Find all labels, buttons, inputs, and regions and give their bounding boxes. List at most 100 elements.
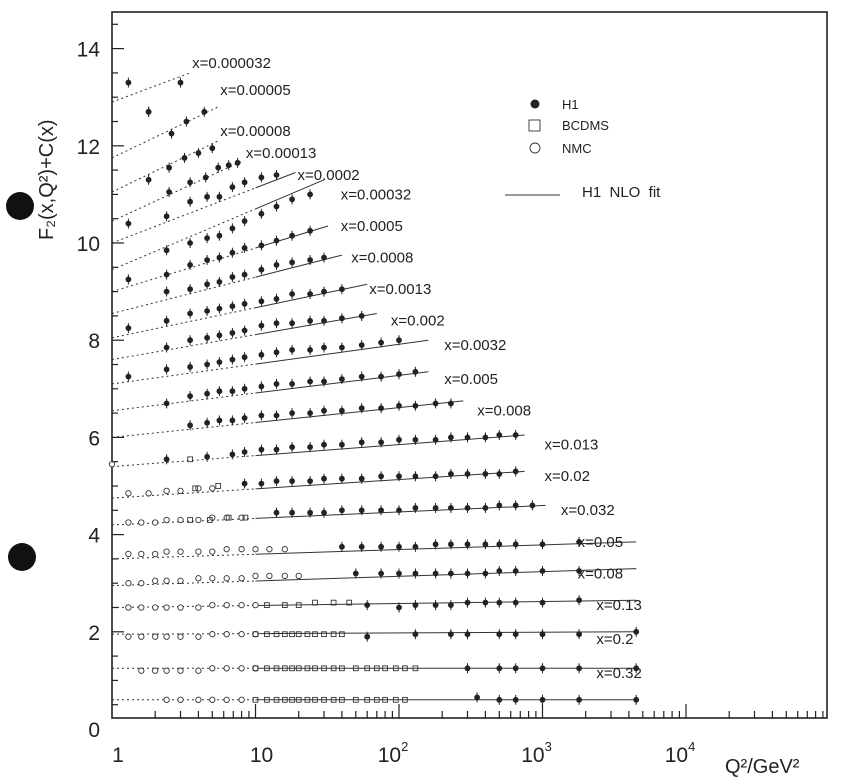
fit-line-high-q2 [255, 631, 637, 635]
h1-point [321, 509, 327, 516]
h1-point [273, 478, 280, 484]
h1-point [432, 570, 439, 577]
h1-point [512, 631, 519, 638]
h1-point [258, 266, 265, 273]
h1-point [216, 417, 223, 424]
h1-point [187, 310, 194, 317]
bcdms-point [281, 696, 288, 703]
h1-point [496, 665, 503, 672]
h1-point [432, 473, 439, 480]
series-label: x=0.008 [477, 403, 531, 420]
h1-point [241, 300, 248, 307]
bcdms-point [281, 602, 288, 608]
nmc-point [195, 604, 202, 611]
h1-point [163, 317, 170, 324]
nmc-point [252, 572, 259, 580]
bcdms-point [264, 602, 270, 608]
series-label: x=0.08 [578, 565, 623, 582]
bcdms-point [192, 485, 199, 492]
h1-point [289, 444, 295, 450]
h1-point [289, 410, 295, 416]
series-label: x=0.0005 [341, 218, 403, 235]
fit-line-low-q2 [111, 580, 256, 587]
bcdms-point [330, 696, 337, 703]
h1-point [241, 179, 248, 186]
nmc-point [238, 665, 245, 672]
h1-point [358, 405, 365, 412]
h1-point [339, 441, 345, 448]
h1-point [464, 471, 471, 477]
x-axis-title: Q²/GeV² [725, 756, 800, 778]
h1-point [539, 541, 546, 548]
h1-point [125, 276, 132, 283]
series-label: x=0.0032 [444, 337, 506, 354]
h1-point [358, 313, 365, 319]
h1-point [258, 322, 265, 329]
bcdms-point [225, 514, 232, 521]
h1-point [358, 507, 365, 514]
fit-line-low-q2 [111, 605, 256, 608]
h1-point [307, 509, 313, 516]
h1-points [125, 77, 640, 705]
h1-point [396, 371, 402, 378]
h1-point [633, 696, 640, 703]
y-tick-label: 14 [77, 39, 101, 62]
h1-point [258, 210, 265, 217]
h1-point [177, 79, 184, 86]
x-axis: 1 10 102 103 104 [112, 704, 824, 767]
h1-point [273, 262, 280, 268]
h1-point [496, 432, 503, 438]
nmc-point [238, 546, 245, 553]
h1-point [273, 381, 280, 387]
h1-point [204, 361, 211, 368]
h1-point [307, 347, 313, 353]
h1-point [204, 419, 211, 426]
fit-line-low-q2 [111, 633, 256, 635]
bcdms-point [281, 631, 288, 638]
h1-point [432, 436, 439, 443]
h1-point [201, 108, 208, 115]
nmc-point [195, 485, 202, 492]
h1-point [289, 478, 295, 484]
h1-point [339, 344, 345, 351]
y-tick-label: 12 [77, 136, 100, 159]
h1-point [364, 602, 371, 608]
h1-point [464, 665, 471, 672]
nmc-point [125, 580, 132, 587]
h1-point [183, 118, 190, 125]
h1-point [216, 193, 223, 200]
h1-point [258, 480, 265, 487]
h1-point [339, 543, 345, 550]
legend-h1-marker [530, 99, 540, 109]
nmc-point [138, 580, 145, 587]
h1-point [512, 432, 519, 438]
bcdms-point [252, 696, 259, 703]
h1-point [512, 665, 519, 672]
h1-point [496, 599, 503, 606]
bcdms-point [330, 599, 337, 606]
h1-point [209, 145, 216, 152]
fit-line-low-q2 [111, 187, 256, 244]
fit-line-low-q2 [111, 363, 256, 385]
h1-point [432, 541, 439, 548]
h1-point [229, 303, 236, 310]
h1-point [412, 543, 419, 550]
nmc-point [209, 631, 216, 638]
h1-point [339, 475, 345, 482]
h1-point [241, 245, 248, 251]
h1-point [464, 631, 471, 638]
h1-point [576, 597, 582, 604]
series-label: x=0.002 [391, 313, 445, 330]
h1-point [163, 247, 170, 254]
h1-point [539, 631, 546, 638]
nmc-point [152, 633, 159, 640]
h1-point [307, 227, 313, 234]
h1-point [412, 631, 419, 638]
h1-point [216, 332, 223, 339]
h1-point [482, 541, 489, 548]
nmc-point [138, 667, 145, 674]
h1-point [464, 570, 471, 577]
series-label: x=0.32 [596, 665, 641, 682]
nmc-point [195, 633, 202, 640]
fit-line-high-q2 [255, 470, 525, 490]
